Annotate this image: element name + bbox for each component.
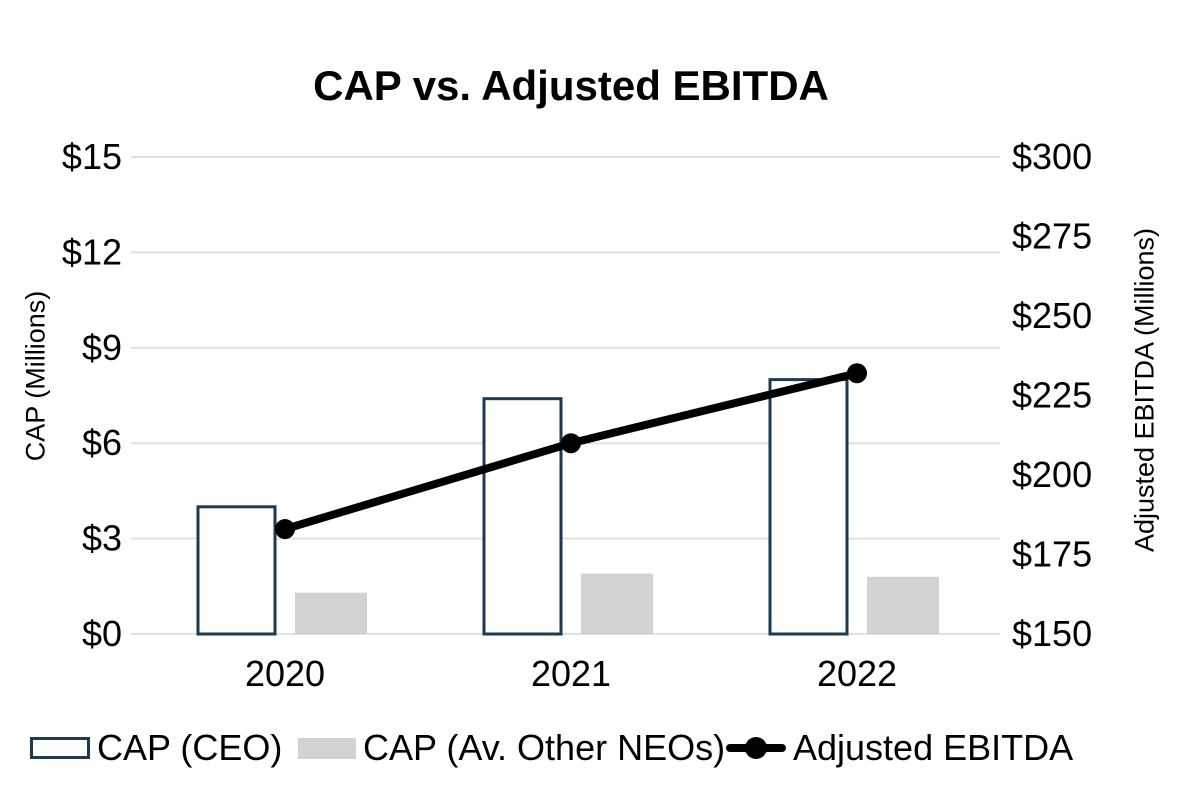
- x-axis-tick-label: 2020: [245, 653, 325, 694]
- left-axis-tick-label: $9: [82, 327, 122, 368]
- adjusted-ebitda-marker: [561, 433, 581, 454]
- legend-label-adjusted-ebitda: Adjusted EBITDA: [793, 727, 1074, 768]
- left-axis-tick-label: $6: [82, 422, 122, 463]
- legend-label-cap-neo: CAP (Av. Other NEOs): [363, 727, 726, 768]
- bar-cap-neo: [581, 573, 653, 634]
- line-marker-swatch: [726, 736, 786, 760]
- bar-cap-neo: [295, 592, 367, 634]
- legend-item-cap-neo: CAP (Av. Other NEOs): [298, 722, 725, 774]
- bar-cap-ceo: [482, 397, 563, 636]
- right-axis-tick-label: $175: [1012, 534, 1092, 575]
- right-axis-tick-label: $250: [1012, 295, 1092, 336]
- right-axis-tick-label: $300: [1012, 136, 1092, 177]
- bar-cap-ceo: [196, 505, 277, 636]
- bar-cap-neo: [867, 576, 939, 634]
- legend-item-cap-ceo: CAP (CEO): [30, 722, 282, 774]
- legend-label-cap-ceo: CAP (CEO): [97, 727, 283, 768]
- left-axis-tick-label: $3: [82, 518, 122, 559]
- bar-cap-ceo: [768, 378, 849, 636]
- right-axis-tick-label: $275: [1012, 216, 1092, 257]
- right-axis-tick-label: $150: [1012, 613, 1092, 654]
- right-axis-tick-label: $225: [1012, 375, 1092, 416]
- left-axis-title: CAP (Millions): [20, 290, 51, 462]
- adjusted-ebitda-marker: [847, 363, 867, 384]
- right-axis-title: Adjusted EBITDA (Millions): [1129, 227, 1160, 553]
- left-axis-tick-label: $0: [82, 613, 122, 654]
- left-axis-tick-label: $12: [62, 231, 122, 272]
- filled-bar-swatch: [298, 737, 356, 759]
- outlined-bar-swatch: [30, 737, 90, 759]
- x-axis-tick-label: 2021: [531, 653, 611, 694]
- chart-title: CAP vs. Adjusted EBITDA: [313, 62, 829, 109]
- adjusted-ebitda-marker: [275, 519, 295, 540]
- legend-item-adjusted-ebitda: Adjusted EBITDA: [726, 722, 1073, 774]
- x-axis-tick-label: 2022: [817, 653, 897, 694]
- left-axis-tick-label: $15: [62, 136, 122, 177]
- right-axis-tick-label: $200: [1012, 454, 1092, 495]
- legend: CAP (CEO) CAP (Av. Other NEOs) Adjusted …: [0, 722, 1180, 774]
